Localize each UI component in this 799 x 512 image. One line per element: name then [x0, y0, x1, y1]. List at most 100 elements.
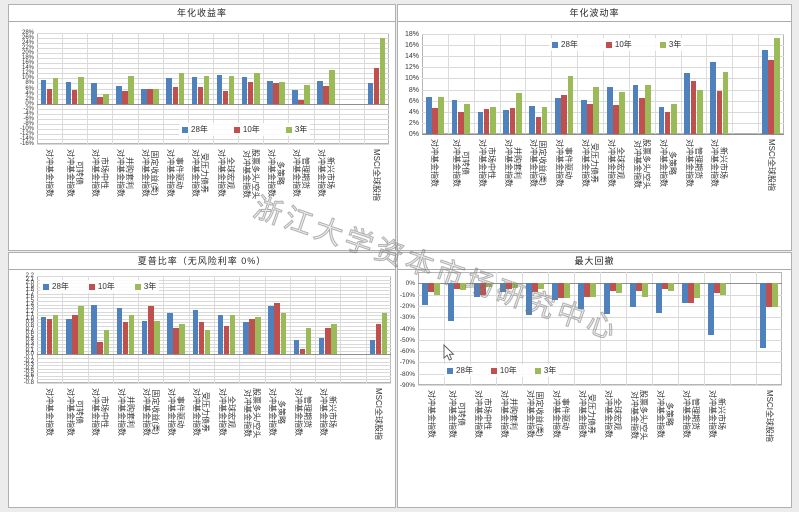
legend-item: 10年: [605, 39, 632, 50]
bar-28年: [477, 112, 484, 134]
legend-item: 3年: [659, 39, 681, 50]
y-tick-label: 14%: [21, 65, 34, 72]
horizontal-gridline: [37, 372, 391, 374]
bar-3年: [228, 75, 235, 104]
horizontal-gridline: [422, 56, 784, 58]
y-tick-label: -14%: [19, 135, 34, 142]
x-category-label: 全球宏观 对冲基金指数: [606, 139, 625, 187]
bar-3年: [128, 75, 134, 104]
horizontal-gridline: [37, 73, 389, 75]
bar-3年: [645, 85, 651, 134]
bar-10年: [454, 283, 460, 289]
bar-10年: [690, 81, 697, 134]
x-category-label: MSCI全球股指: [373, 388, 383, 440]
y-tick-label: 24%: [21, 40, 34, 47]
legend-label: 10年: [614, 40, 632, 49]
bar-3年: [515, 93, 522, 134]
horizontal-gridline: [37, 138, 389, 140]
horizontal-gridline: [37, 58, 389, 60]
horizontal-gridline: [37, 290, 391, 292]
bar-10年: [716, 90, 723, 134]
bar-10年: [432, 108, 438, 134]
panel-annualized-volatility: 年化波动率 18% 16% 14% 12% 10% 8% 6% 4% 2% 0% 对冲基金指数 可转债…: [397, 4, 792, 251]
vertical-gridline: [732, 34, 734, 134]
bar-3年: [696, 90, 703, 134]
vertical-gridline: [758, 34, 760, 134]
bar-10年: [323, 85, 329, 104]
y-tick-label: 2.2: [25, 273, 34, 279]
bar-3年: [434, 283, 441, 295]
y-tick-label: 10%: [404, 75, 419, 83]
bar-10年: [249, 318, 255, 355]
x-category-label: 市场中性 对冲基金指数: [477, 139, 496, 187]
chart-title: 夏普比率（无风险利率 0%）: [9, 253, 395, 270]
horizontal-gridline: [37, 325, 391, 327]
horizontal-gridline: [418, 317, 782, 319]
y-tick-label: 2%: [25, 95, 34, 102]
x-category-label: 新兴市场 对冲基金指数: [317, 149, 336, 197]
bar-28年: [243, 322, 249, 355]
horizontal-gridline: [37, 118, 389, 120]
y-tick-label: -10%: [19, 125, 34, 132]
bar-10年: [375, 324, 382, 355]
y-tick-label: 0.3: [25, 340, 34, 347]
bar-3年: [564, 283, 571, 298]
x-category-label: 多策略 对冲基金指数: [658, 139, 677, 187]
horizontal-gridline: [418, 339, 782, 341]
vertical-gridline: [654, 34, 656, 134]
y-tick-label: 2.1: [25, 276, 34, 283]
bar-10年: [325, 327, 331, 355]
bar-28年: [555, 97, 561, 134]
horizontal-gridline: [37, 343, 391, 345]
legend-swatch: [233, 126, 240, 133]
horizontal-gridline: [37, 358, 391, 360]
legend-swatch: [134, 283, 141, 290]
bar-3年: [722, 71, 729, 134]
bar-10年: [613, 105, 619, 134]
horizontal-gridline: [37, 365, 391, 367]
y-tick-label: 1.3: [25, 305, 34, 312]
legend: 28年 10年 3年: [444, 364, 560, 377]
y-tick-label: 8%: [408, 86, 419, 94]
y-tick-label: 18%: [21, 55, 34, 62]
y-tick-label: 6%: [25, 85, 34, 92]
x-category-label: 对冲基金指数: [430, 139, 440, 187]
x-category-label: 股票多头/空头 对冲基金指数: [242, 388, 261, 439]
bar-28年: [606, 86, 613, 134]
x-category-label: 股票多头/空头 对冲基金指数: [630, 390, 648, 441]
legend-swatch: [88, 283, 95, 290]
horizontal-gridline: [418, 373, 782, 375]
zero-baseline: [418, 283, 782, 285]
bar-3年: [178, 73, 185, 104]
y-tick-label: 0.4: [25, 337, 34, 344]
vertical-gridline: [551, 34, 553, 134]
y-tick-label: 4%: [25, 90, 34, 97]
bar-10年: [373, 68, 380, 104]
legend-label: 28年: [561, 40, 578, 49]
bar-3年: [305, 327, 312, 355]
bar-3年: [329, 69, 335, 104]
bar-28年: [762, 49, 768, 134]
bar-3年: [381, 313, 388, 355]
legend: 28年 10年 3年: [549, 38, 685, 51]
bar-10年: [97, 97, 103, 104]
horizontal-gridline: [418, 351, 782, 353]
vertical-gridline: [680, 34, 682, 134]
bar-28年: [191, 77, 198, 104]
horizontal-gridline: [37, 361, 391, 363]
bar-3年: [154, 320, 160, 355]
x-category-label: 可转债 对冲基金指数: [65, 388, 84, 436]
bar-28年: [632, 85, 639, 134]
y-tick-label: 1.4: [25, 301, 34, 308]
bar-3年: [279, 82, 285, 104]
y-tick-label: 8%: [25, 80, 34, 87]
y-tick-label: -8%: [23, 120, 34, 127]
horizontal-gridline: [37, 144, 389, 145]
bar-10年: [509, 108, 516, 134]
vertical-gridline: [499, 34, 501, 134]
x-category-label: 并购套利 对冲基金指数: [500, 390, 518, 438]
bar-10年: [664, 112, 671, 134]
bar-10年: [662, 283, 668, 289]
legend-item: 10年: [88, 281, 115, 292]
bar-28年: [241, 77, 248, 104]
